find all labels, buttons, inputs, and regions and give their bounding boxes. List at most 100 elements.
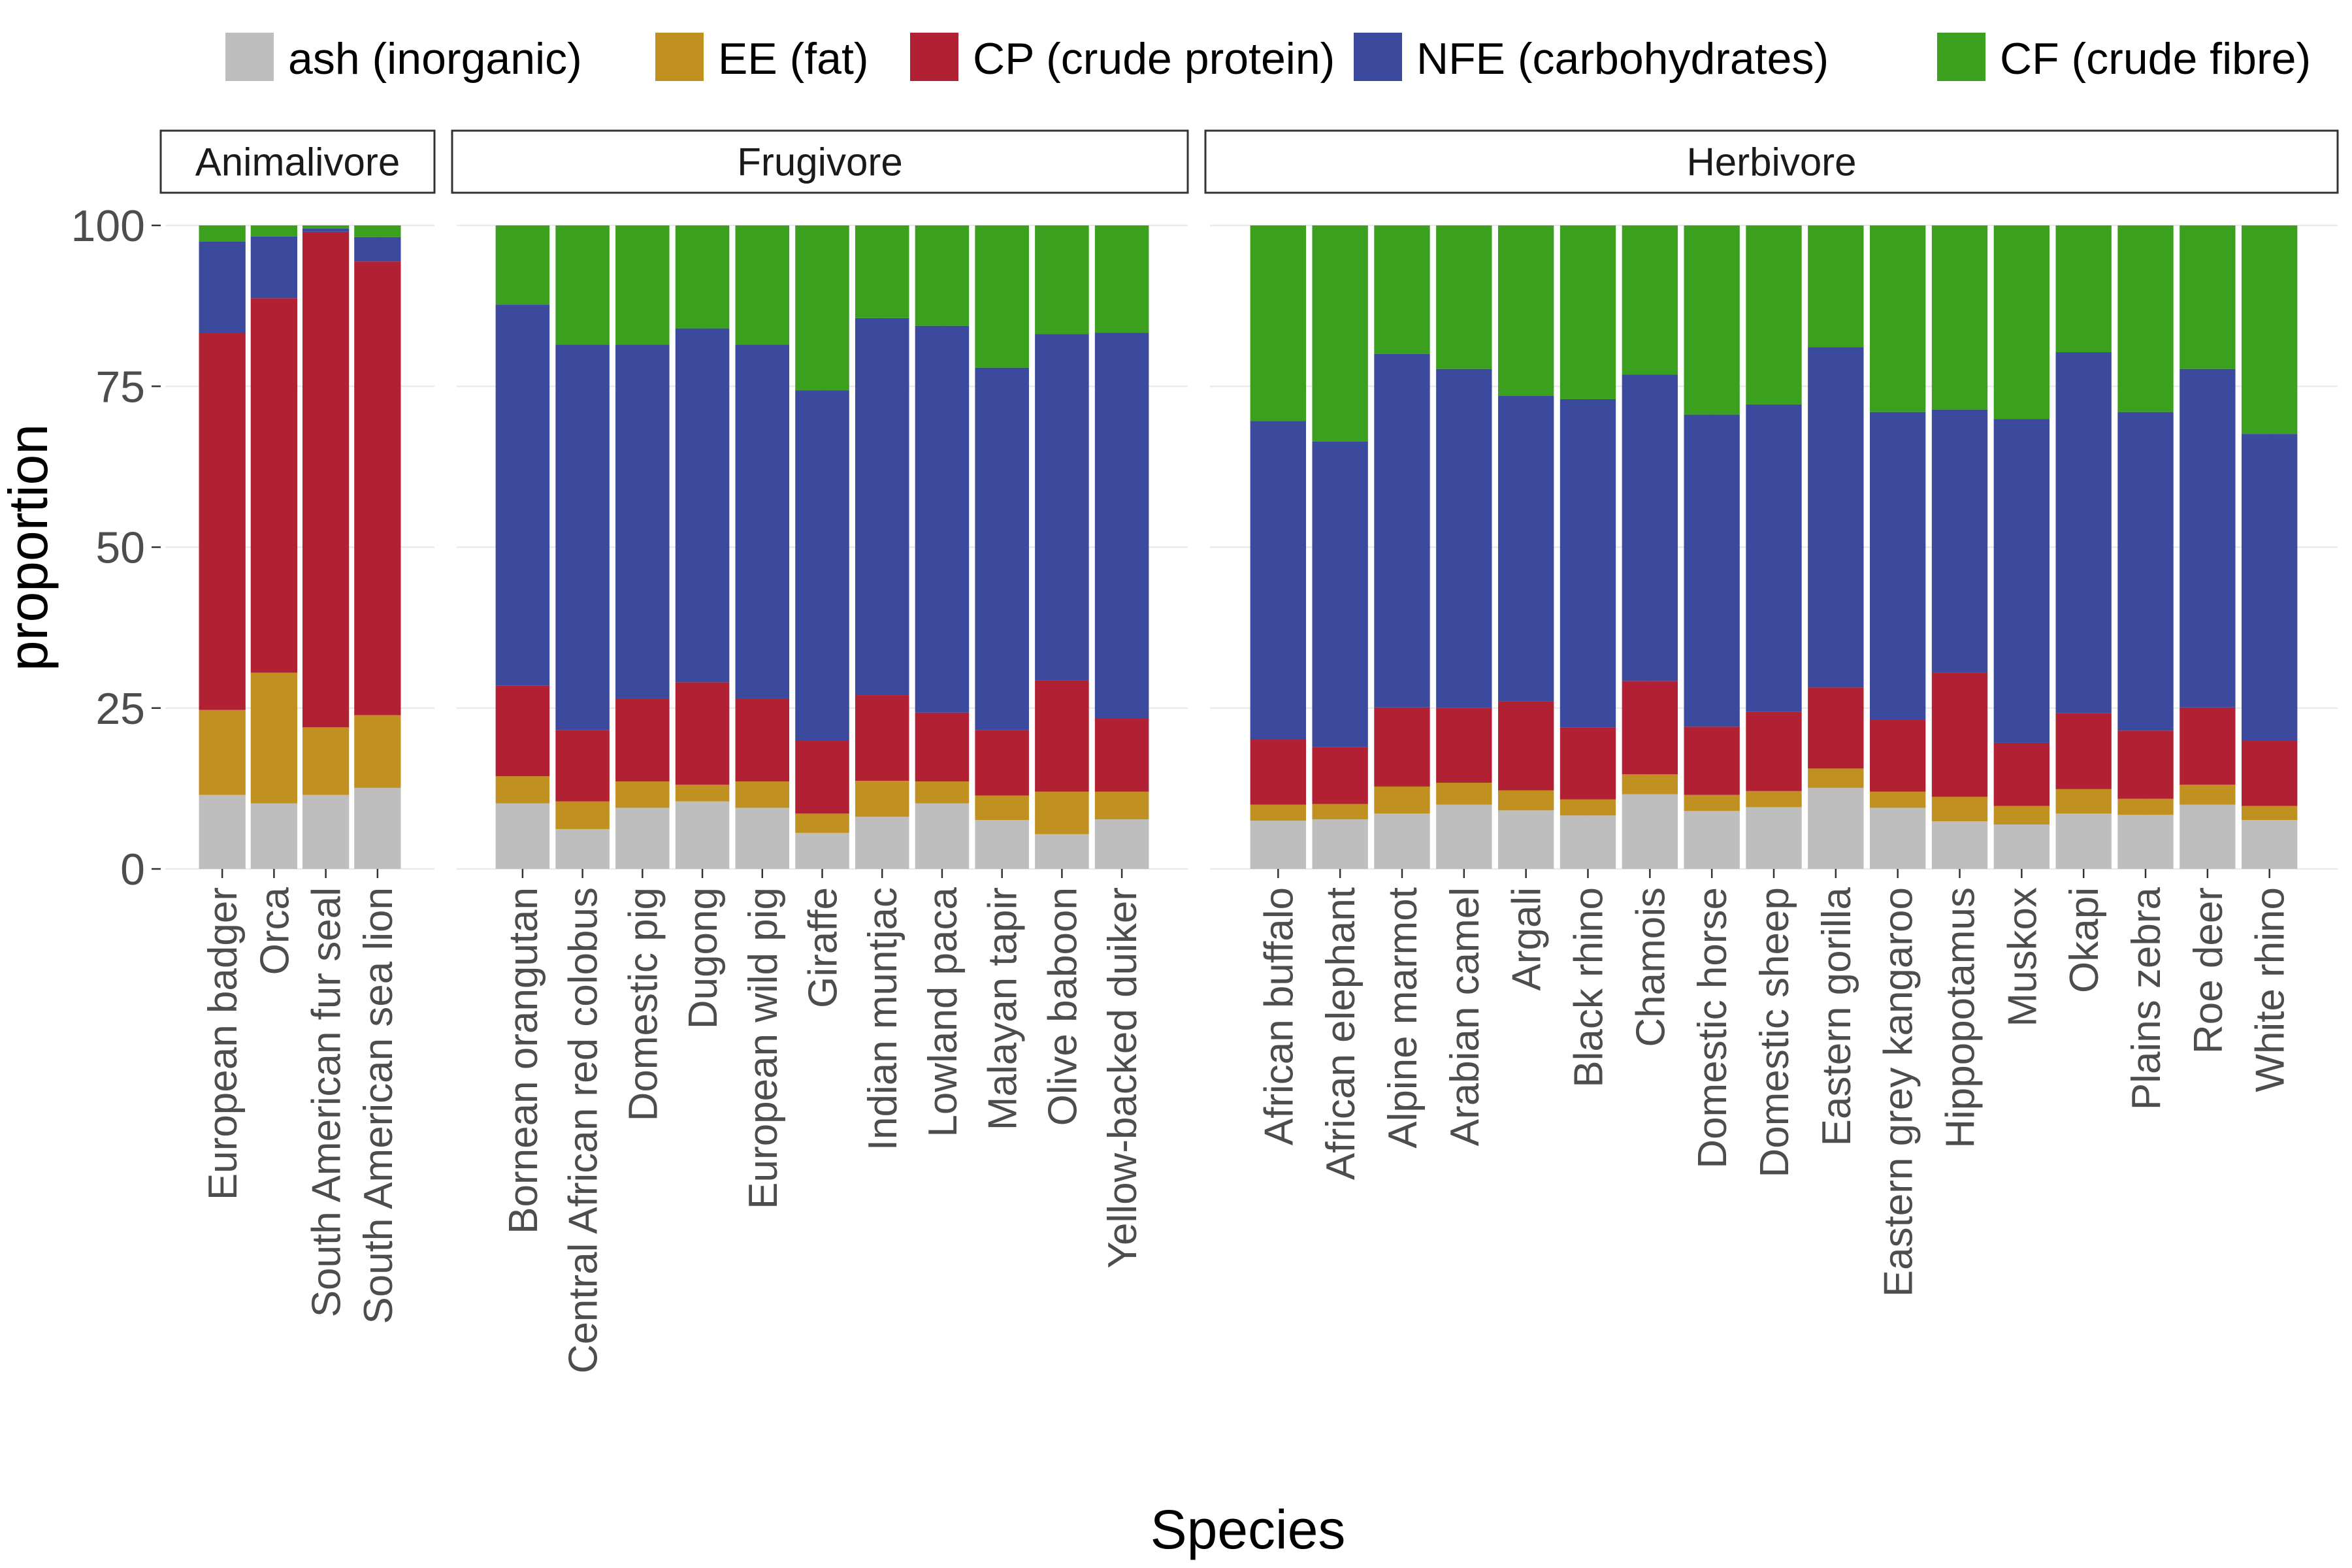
bar-segment-domestic-pig-ee-fat: [615, 781, 670, 808]
bar-segment-african-buffalo-ee-fat: [1250, 804, 1306, 821]
bar-segment-bornean-orangutan-nfe-carbohydrates: [495, 304, 550, 686]
x-tick-label-hippopotamus: Hippopotamus: [1938, 887, 1984, 1149]
bar-segment-black-rhino-ash-inorganic: [1560, 815, 1616, 869]
bar-segment-central-african-red-colobus-nfe-carbohydrates: [555, 344, 610, 730]
bar-segment-domestic-pig-nfe-carbohydrates: [615, 344, 670, 698]
bar-segment-hippopotamus-ee-fat: [1931, 796, 1988, 822]
bar-segment-chamois-nfe-carbohydrates: [1622, 374, 1678, 681]
bar-segment-arabian-camel-cp-crude-protein: [1436, 708, 1492, 783]
bar-segment-roe-deer-cp-crude-protein: [2180, 707, 2236, 785]
bar-segment-malayan-tapir-cf-crude-fibre: [975, 225, 1029, 368]
x-tick-label-malayan-tapir: Malayan tapir: [981, 887, 1026, 1130]
bar-segment-alpine-marmot-ee-fat: [1374, 786, 1430, 814]
bar-segment-giraffe-ash-inorganic: [795, 832, 849, 869]
bar-segment-south-american-sea-lion-ash-inorganic: [354, 787, 401, 869]
bar-segment-bornean-orangutan-ash-inorganic: [495, 803, 550, 869]
x-tick-label-south-american-fur-seal: South American fur seal: [304, 887, 350, 1317]
bar-segment-eastern-grey-kangaroo-ash-inorganic: [1869, 808, 1926, 869]
bar-segment-african-elephant-ash-inorganic: [1312, 819, 1368, 869]
bar-segment-chamois-cf-crude-fibre: [1622, 225, 1678, 375]
x-tick-label-eastern-grey-kangaroo: Eastern grey kangaroo: [1876, 887, 1921, 1297]
bar-segment-yellow-backed-duiker-cp-crude-protein: [1094, 718, 1149, 792]
x-axis: European badger Orca South American fur se…: [201, 869, 2293, 1373]
x-tick-label-domestic-horse: Domestic horse: [1690, 887, 1735, 1169]
bar-segment-arabian-camel-ee-fat: [1436, 783, 1492, 805]
bar-segment-arabian-camel-cf-crude-fibre: [1436, 225, 1492, 369]
bar-segment-yellow-backed-duiker-ee-fat: [1094, 791, 1149, 820]
bar-segment-lowland-paca-cf-crude-fibre: [915, 225, 970, 326]
bar-segment-domestic-horse-cp-crude-protein: [1684, 727, 1740, 795]
bar-segment-south-american-sea-lion-cf-crude-fibre: [354, 225, 401, 237]
legend-label-nfe-carbohydrates: NFE (carbohydrates): [1416, 34, 1829, 84]
bar-segment-domestic-sheep-nfe-carbohydrates: [1746, 404, 1802, 712]
y-tick-label-0: 0: [120, 845, 145, 894]
bar-segment-argali-cf-crude-fibre: [1497, 225, 1554, 397]
bar-segment-domestic-sheep-cf-crude-fibre: [1746, 225, 1802, 404]
x-tick-label-okapi: Okapi: [2062, 887, 2107, 993]
facet-label-animalivore: Animalivore: [195, 140, 400, 184]
facet-strip-frugivore: [451, 129, 1189, 194]
bar-segment-okapi-cp-crude-protein: [2055, 713, 2112, 789]
bar-segment-okapi-ee-fat: [2055, 789, 2112, 814]
facet-label-herbivore: Herbivore: [1686, 140, 1856, 184]
bar-segment-olive-baboon-cf-crude-fibre: [1035, 225, 1089, 335]
bar-segment-black-rhino-cp-crude-protein: [1560, 727, 1616, 800]
legend-swatch-nfe-carbohydrates: [1354, 33, 1402, 81]
bar-segment-eastern-grey-kangaroo-nfe-carbohydrates: [1869, 412, 1926, 720]
bar-segment-plains-zebra-cf-crude-fibre: [2117, 225, 2174, 412]
bar-segment-african-elephant-cf-crude-fibre: [1312, 225, 1368, 442]
bar-segment-domestic-sheep-cp-crude-protein: [1746, 711, 1802, 791]
bar-segment-eastern-gorilla-cf-crude-fibre: [1808, 225, 1864, 348]
bar-segment-argali-ee-fat: [1497, 790, 1554, 811]
bar-segment-muskox-cf-crude-fibre: [1993, 225, 2050, 419]
bar-segment-orca-ee-fat: [250, 672, 298, 804]
bar-segment-argali-cp-crude-protein: [1497, 701, 1554, 791]
bar-segment-argali-nfe-carbohydrates: [1497, 396, 1554, 702]
bar-segment-alpine-marmot-nfe-carbohydrates: [1374, 354, 1430, 708]
bar-segment-dugong-cp-crude-protein: [675, 682, 730, 785]
bar-segment-hippopotamus-ash-inorganic: [1931, 821, 1988, 869]
bar-segment-olive-baboon-nfe-carbohydrates: [1035, 334, 1089, 681]
bar-segment-european-badger-cp-crude-protein: [199, 333, 246, 710]
bar-segment-yellow-backed-duiker-ash-inorganic: [1094, 819, 1149, 869]
x-axis-title: Species: [1151, 1499, 1346, 1560]
bar-segment-white-rhino-nfe-carbohydrates: [2242, 434, 2298, 741]
bar-segment-eastern-grey-kangaroo-cf-crude-fibre: [1869, 225, 1926, 412]
legend-swatch-cp-crude-protein: [910, 33, 958, 81]
bar-segment-south-american-fur-seal-ee-fat: [302, 727, 350, 795]
bar-segment-african-elephant-nfe-carbohydrates: [1312, 441, 1368, 747]
bar-segment-indian-muntjac-nfe-carbohydrates: [855, 318, 909, 696]
bar-segment-white-rhino-cf-crude-fibre: [2242, 225, 2298, 434]
bar-segment-roe-deer-nfe-carbohydrates: [2180, 368, 2236, 708]
bar-segment-central-african-red-colobus-cp-crude-protein: [555, 730, 610, 802]
bar-segment-eastern-grey-kangaroo-cp-crude-protein: [1869, 719, 1926, 792]
x-tick-label-african-elephant: African elephant: [1318, 887, 1364, 1180]
legend: ash (inorganic) EE (fat) CP (crude protein…: [225, 33, 2311, 84]
x-tick-label-central-african-red-colobus: Central African red colobus: [561, 887, 606, 1373]
bar-segment-orca-cf-crude-fibre: [250, 225, 298, 237]
bar-segment-muskox-ee-fat: [1993, 806, 2050, 825]
bar-segment-plains-zebra-ash-inorganic: [2117, 815, 2174, 869]
bar-segment-indian-muntjac-ee-fat: [855, 781, 909, 817]
bar-segment-african-elephant-ee-fat: [1312, 804, 1368, 820]
x-tick-label-chamois: Chamois: [1628, 887, 1673, 1047]
bar-segment-domestic-pig-cf-crude-fibre: [615, 225, 670, 345]
bar-segment-olive-baboon-cp-crude-protein: [1035, 680, 1089, 792]
bar-segment-giraffe-cf-crude-fibre: [795, 225, 849, 391]
bar-segment-white-rhino-cp-crude-protein: [2242, 740, 2298, 806]
bar-segment-muskox-ash-inorganic: [1993, 825, 2050, 869]
bar-segment-hippopotamus-cp-crude-protein: [1931, 672, 1988, 797]
legend-swatch-ash-inorganic: [225, 33, 274, 81]
bar-segment-okapi-ash-inorganic: [2055, 813, 2112, 869]
bar-segment-central-african-red-colobus-ee-fat: [555, 801, 610, 829]
x-tick-label-eastern-gorilla: Eastern gorilla: [1814, 887, 1859, 1146]
bar-segment-central-african-red-colobus-ash-inorganic: [555, 828, 610, 869]
legend-label-cf-crude-fibre: CF (crude fibre): [2000, 34, 2311, 84]
bar-segment-african-buffalo-nfe-carbohydrates: [1250, 421, 1306, 740]
x-tick-label-olive-baboon: Olive baboon: [1040, 887, 1085, 1126]
bar-segment-eastern-gorilla-nfe-carbohydrates: [1808, 347, 1864, 688]
facet-strip-herbivore: [1204, 129, 2339, 194]
bar-segment-bornean-orangutan-cf-crude-fibre: [495, 225, 550, 305]
bar-segment-chamois-cp-crude-protein: [1622, 681, 1678, 775]
